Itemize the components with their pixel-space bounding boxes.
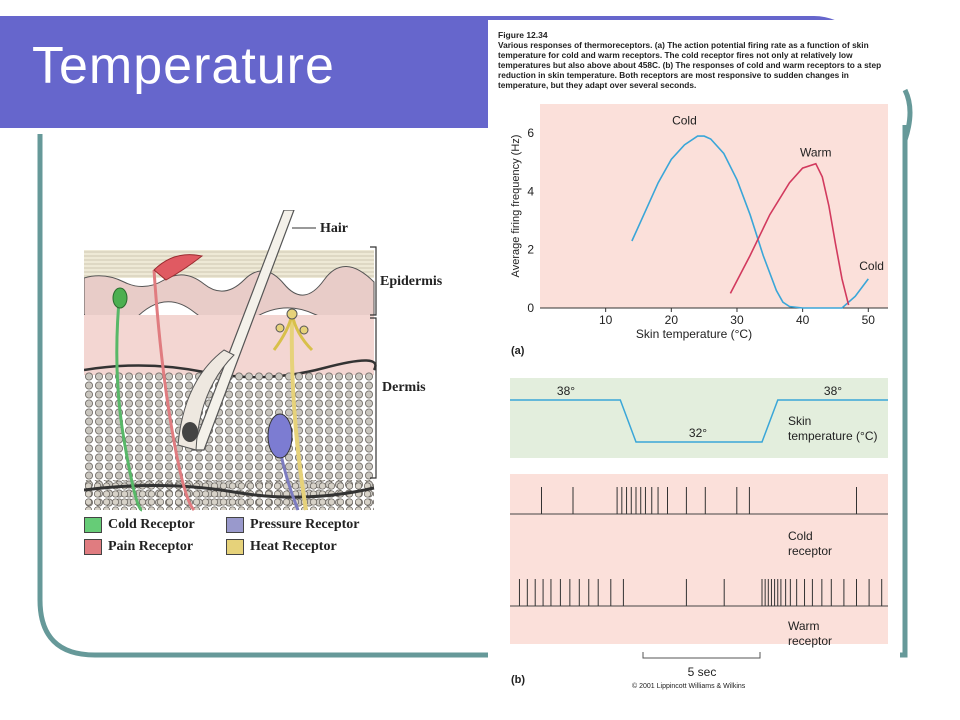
label-hair: Hair [320, 221, 348, 236]
temp-label-low: 32° [689, 426, 707, 440]
temp-series-label-2: temperature (°C) [788, 429, 878, 443]
plot-area-a [540, 104, 888, 308]
spike-label-1-a: Warm [788, 619, 820, 633]
x-tick-label-a-2: 30 [730, 313, 744, 327]
figure-number: Figure 12.34 [498, 30, 548, 40]
legend-swatch-pain [84, 539, 102, 555]
slide-title: Temperature [32, 37, 335, 95]
skin-temperature-line [510, 399, 888, 443]
y-tick-label-a-0: 0 [527, 301, 534, 315]
x-tick-label-a-4: 50 [862, 313, 876, 327]
spike-label-1-b: receptor [788, 634, 832, 648]
time-scale-bar [642, 652, 761, 659]
y-tick-label-a-3: 6 [527, 126, 534, 140]
skin-cross-section-illustration [83, 209, 377, 512]
legend-swatch-heat [226, 539, 244, 555]
legend-label-pressure: Pressure Receptor [250, 517, 360, 532]
x-axis-label-a: Skin temperature (°C) [636, 327, 752, 341]
spike-label-0-a: Cold [788, 529, 813, 543]
plot-area-b-spikes [510, 474, 888, 644]
y-tick-label-a-2: 4 [527, 184, 534, 198]
legend-label-heat: Heat Receptor [250, 539, 337, 554]
plot-area-b-temp [510, 378, 888, 458]
figure-caption-text: Various responses of thermoreceptors. (a… [498, 40, 882, 90]
series-line-warm [729, 162, 850, 306]
legend-label-cold: Cold Receptor [108, 517, 195, 532]
legend: Cold Receptor Pressure Receptor Pain Rec… [84, 514, 456, 564]
x-tick-label-a-1: 20 [665, 313, 679, 327]
temp-label-end: 38° [824, 384, 842, 398]
legend-swatch-pressure [226, 517, 244, 533]
copyright-text: © 2001 Lippincott Williams & Wilkins [632, 683, 746, 690]
y-tick-label-a-1: 2 [527, 243, 534, 257]
series-line-cold [631, 135, 869, 309]
spike-label-0-b: receptor [788, 544, 832, 558]
label-dermis: Dermis [382, 380, 426, 395]
series-label-cold: Cold [672, 113, 697, 127]
panel-a-tag: (a) [511, 345, 525, 357]
x-tick-label-a-3: 40 [796, 313, 810, 327]
x-tick-label-a-0: 10 [599, 313, 613, 327]
label-epidermis: Epidermis [380, 274, 443, 289]
panel-b-tag: (b) [511, 674, 526, 686]
y-axis-label-a: Average firing frequency (Hz) [510, 135, 522, 278]
legend-swatch-cold [84, 517, 102, 533]
legend-label-pain: Pain Receptor [108, 539, 194, 554]
skin-diagram: Hair Epidermis Dermis Cold Receptor Pres… [83, 209, 456, 566]
time-scale-label: 5 sec [688, 665, 717, 679]
figure-caption: Figure 12.34 Various responses of thermo… [498, 30, 898, 90]
temp-series-label-1: Skin [788, 414, 811, 428]
temp-label-start: 38° [557, 384, 575, 398]
series-label-cold-high: Cold [859, 259, 884, 273]
series-label-warm: Warm [800, 145, 832, 159]
